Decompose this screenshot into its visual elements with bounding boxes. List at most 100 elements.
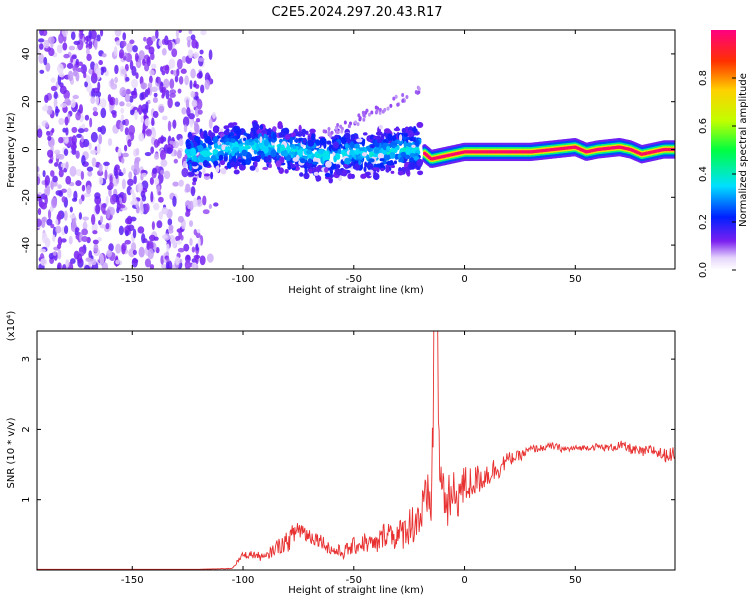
spectrogram-cell [360,173,367,179]
spectrogram-cell [375,131,383,136]
spectrogram-cell [152,167,158,175]
spectrogram-cell [398,134,403,142]
spectrogram-cell [208,203,213,210]
spectrogram-cell [121,157,125,164]
spectrogram-cell [202,167,206,175]
spectrogram-cell [173,69,177,76]
spectrogram-cell [189,147,197,156]
spectrogram-cell [70,31,76,41]
spectrogram-cell [52,234,56,242]
spectrogram-cell [86,47,90,56]
colorbar-tick-label: 0.0 [698,262,709,278]
spectrogram-cell [63,148,69,156]
spectrogram-cell [199,49,204,55]
spectrogram-cell [236,133,241,140]
spectrogram-cell [206,157,212,162]
spectrogram-x-tick-label: -100 [232,274,255,285]
spectrogram-cell [118,225,124,236]
spectrogram-cell [98,60,103,66]
spectrogram-cell [108,182,114,190]
spectrogram-cell [132,45,138,53]
spectrogram-cell [265,157,270,162]
spectrogram-cell [401,92,405,97]
spectrogram-cell [169,140,174,145]
spectrogram-cell [262,166,269,171]
spectrogram-cell [47,36,55,44]
spectrogram-cell [37,207,42,216]
snr-y-tick-label: 2 [21,426,32,432]
spectrogram-cell [177,215,184,223]
spectrogram-cell [80,64,87,74]
spectrogram-cell [38,53,45,64]
spectrogram-cell [55,190,63,196]
spectrogram-cell [175,256,180,266]
spectrogram-cell [343,120,347,125]
spectrogram-cell [114,64,119,75]
spectrogram-cell [289,136,293,145]
spectrogram-cell [391,141,398,146]
spectrogram-cell [98,134,103,145]
spectrogram-cell [74,227,80,232]
spectrogram-cell [44,175,50,186]
spectrogram-cell [81,228,89,236]
spectrogram-cell [263,133,267,139]
spectrogram-cell [225,137,230,142]
spectrogram-cell [83,220,87,232]
spectrogram-cell [361,139,365,147]
spectrogram-cell [165,89,170,100]
spectrogram-cell [153,236,159,241]
spectrogram-cell [401,98,405,103]
spectrogram-cell [142,58,146,66]
spectrogram-cell [334,126,338,131]
spectrogram-cell [159,82,164,93]
spectrogram-cell [350,134,355,142]
spectrogram-cell [75,169,83,177]
spectrogram-cell [163,170,171,180]
spectrogram-cell [137,104,143,115]
spectrogram-cell [192,197,198,208]
spectrogram-cell [71,220,77,230]
spectrogram-cell [307,158,313,164]
spectrogram-cell [188,172,194,177]
spectrogram-cell [73,69,78,77]
spectrogram-cell [196,199,203,208]
spectrogram-cell [334,168,342,173]
spectrogram-cell [37,176,41,186]
spectrogram-cell [81,235,89,242]
spectrogram-cell [60,162,67,168]
spectrogram-cell [249,165,256,171]
spectrogram-cell [139,92,145,101]
spectrogram-cell [171,48,178,58]
spectrogram-cell [97,237,102,242]
spectrogram-cell [125,88,131,95]
snr-y-label: SNR (10 * v/v) [6,417,17,488]
spectrogram-cell [109,206,115,216]
spectrogram-cell [175,30,180,38]
spectrogram-cell [84,264,90,269]
spectrogram-cell [60,188,67,194]
spectrogram-cell [374,110,378,115]
spectrogram-cell [122,119,126,126]
spectrogram-cell [115,259,120,265]
spectrogram-cell [191,38,198,49]
spectrogram-cell [401,127,406,133]
spectrogram-cell [158,211,164,220]
spectrogram-cell [196,98,203,110]
spectrogram-y-tick-label: 0 [21,146,32,152]
spectrogram-cell [363,166,367,173]
spectrogram-cell [105,195,109,206]
spectrogram-cell [197,237,201,249]
spectrogram-cell [193,52,200,59]
spectrogram-cell [98,163,103,173]
spectrogram-cell [386,106,390,111]
spectrogram-cell [183,124,188,133]
spectrogram-cell [61,30,69,37]
spectrogram-cell [118,204,126,209]
spectrogram-cell [82,216,90,221]
spectrogram-cell [318,149,324,155]
spectrogram-cell [41,105,49,112]
spectrogram-cell [167,41,173,51]
spectrogram-cell [141,180,149,191]
spectrogram-cell [52,251,57,256]
spectrogram-cell [120,68,127,75]
